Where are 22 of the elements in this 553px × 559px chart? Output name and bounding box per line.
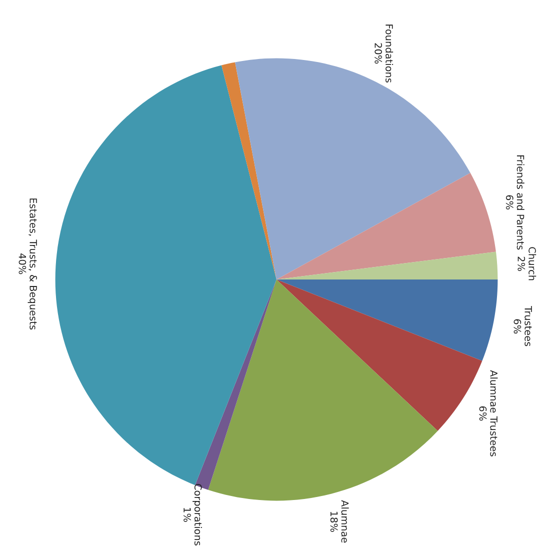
- slice-label: Corporations: [192, 484, 202, 546]
- data-label: 6%: [506, 195, 514, 210]
- pie-slice: [55, 65, 276, 486]
- slice-label: Alumnae Trustees: [490, 370, 498, 456]
- slice-label: Trustees: [524, 306, 532, 346]
- slice-label: Alumnae: [341, 500, 349, 543]
- slice-label: Church: [528, 247, 536, 280]
- pie-slice: [208, 280, 438, 501]
- data-label: 18%: [330, 512, 338, 532]
- slice-label: Foundations: [386, 24, 394, 83]
- data-label: 40%: [18, 253, 26, 274]
- pie-slice: [276, 280, 498, 361]
- data-label: 2%: [518, 256, 526, 271]
- pie-slice: [276, 172, 496, 280]
- data-label: 1%: [184, 508, 191, 522]
- slice-label: Friends and Parents: [516, 155, 524, 250]
- data-label: 6%: [514, 319, 522, 334]
- data-label: 20%: [374, 43, 382, 64]
- slice-label: Estates, Trusts, & Bequests: [28, 198, 38, 330]
- data-label: 6%: [479, 406, 487, 421]
- pie-slice: [276, 252, 498, 280]
- pie-slice: [221, 62, 276, 280]
